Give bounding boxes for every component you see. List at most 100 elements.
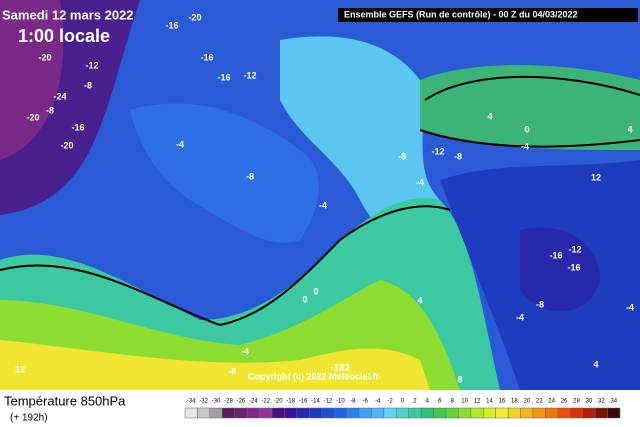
cool-region [130,103,319,243]
scale-label: -18 [286,399,295,405]
scale-label: -12 [324,399,333,405]
scale-label: -4 [375,399,381,405]
contour-label: -4 [176,139,184,149]
scale-swatch [296,407,310,419]
contour-label: -8 [398,151,406,161]
contour-label: -16 [165,20,178,30]
scale-swatch [197,407,211,419]
scale-label: 24 [548,399,555,405]
scale-swatch [234,407,248,419]
scale-swatch [470,407,484,419]
cold-pocket [520,227,600,312]
scale-swatch [594,407,608,419]
scale-label: -14 [311,399,320,405]
contour-label: -20 [38,52,51,62]
contour-label: 4 [417,295,422,305]
scale-label: -6 [363,399,369,405]
scale-swatch [557,407,571,419]
local-time: 1:00 locale [18,26,110,46]
contour-label: -16 [549,250,562,260]
scale-swatch [321,407,335,419]
scale-swatch [396,407,409,419]
scale-label: 28 [573,399,580,405]
contour-label: 12 [15,364,25,374]
contour-label: -20 [60,140,73,150]
scale-swatch [532,407,546,419]
warm-core [0,340,430,390]
contour-label: 0 [313,286,318,296]
scale-label: -16 [299,399,308,405]
contour-label: -4 [626,302,634,312]
date: Samedi 12 mars 2022 [2,7,134,22]
scale-swatch [458,407,472,419]
scale-swatch [445,407,459,419]
scale-label: 12 [474,399,481,405]
contour-label: -4 [416,177,424,187]
scale-swatch [222,407,235,419]
scale-swatch [520,407,534,419]
scale-label: 30 [586,399,593,405]
run-box [338,8,638,22]
scale-label: 10 [461,399,468,405]
scale-label: -26 [237,399,246,405]
scale-swatch [570,407,583,419]
contour-label: -8 [536,299,544,309]
scale-label: 2 [413,399,417,405]
scandinavia-region [420,65,640,150]
scale-label: -30 [212,399,221,405]
scale-swatch [259,407,273,419]
run-info: Ensemble GEFS (Run de contrôle) - 00 Z d… [344,9,578,19]
scale-swatch [371,407,385,419]
scale-swatch [284,407,298,419]
scale-swatch [271,407,285,419]
scale-label: 20 [523,399,530,405]
scale-swatch [184,407,198,419]
cold-core [0,0,64,160]
scale-label: -2 [387,399,393,405]
scale-label: -10 [336,399,345,405]
scale-label: -32 [199,399,208,405]
contour-label: 0 [524,124,529,134]
contour-label: -20 [188,12,201,22]
contour-label: 0 [302,294,307,304]
scale-swatch [495,407,509,419]
lead-time: (+ 192h) [10,413,48,424]
zero-isotherm [419,75,640,148]
scale-swatch [358,407,372,419]
contour-label: -4 [521,141,529,151]
footer-title: Température 850hPa [4,393,126,408]
contour-label: 8 [457,374,462,384]
contour-label: -8 [246,171,254,181]
contour-label: -16 [217,72,230,82]
contour-label: -12 [568,244,581,254]
contour-label: -12 [431,146,444,156]
scale-swatch [483,407,496,419]
contour-label: 12 [591,172,601,182]
contour-label: -16 [71,122,84,132]
contour-label: -8 [84,80,92,90]
contour-label: -12 [243,70,256,80]
contour-label: 12 [340,362,350,372]
scale-swatch [582,407,596,419]
contour-label: -12 [85,60,98,70]
scale-label: 32 [598,399,605,405]
contour-label: -8 [46,105,54,115]
scale-label: -8 [350,399,356,405]
scale-swatch [383,407,397,419]
scale-label: -24 [249,399,258,405]
zero-isotherm [0,205,451,327]
scale-swatch [545,407,559,419]
scale-label: 18 [511,399,518,405]
scale-label: -28 [224,399,233,405]
scale-label: 0 [401,399,405,405]
contour-label: 4 [593,359,598,369]
mild-region [280,36,460,253]
scale-label: -20 [274,399,283,405]
color-scale: -34 -32 -30 -28 -26 -24 -22 -20 -18 -16 -14 -12 -10-… [184,399,621,419]
contour-labels: -20-16-12-16-16 -12-20-8-24-20-8-16-20 -4-… [15,12,634,384]
contour-label: -8 [228,366,236,376]
scale-swatch [333,407,347,419]
contour-label: -16 [567,262,580,272]
contour-label: -4 [319,200,327,210]
